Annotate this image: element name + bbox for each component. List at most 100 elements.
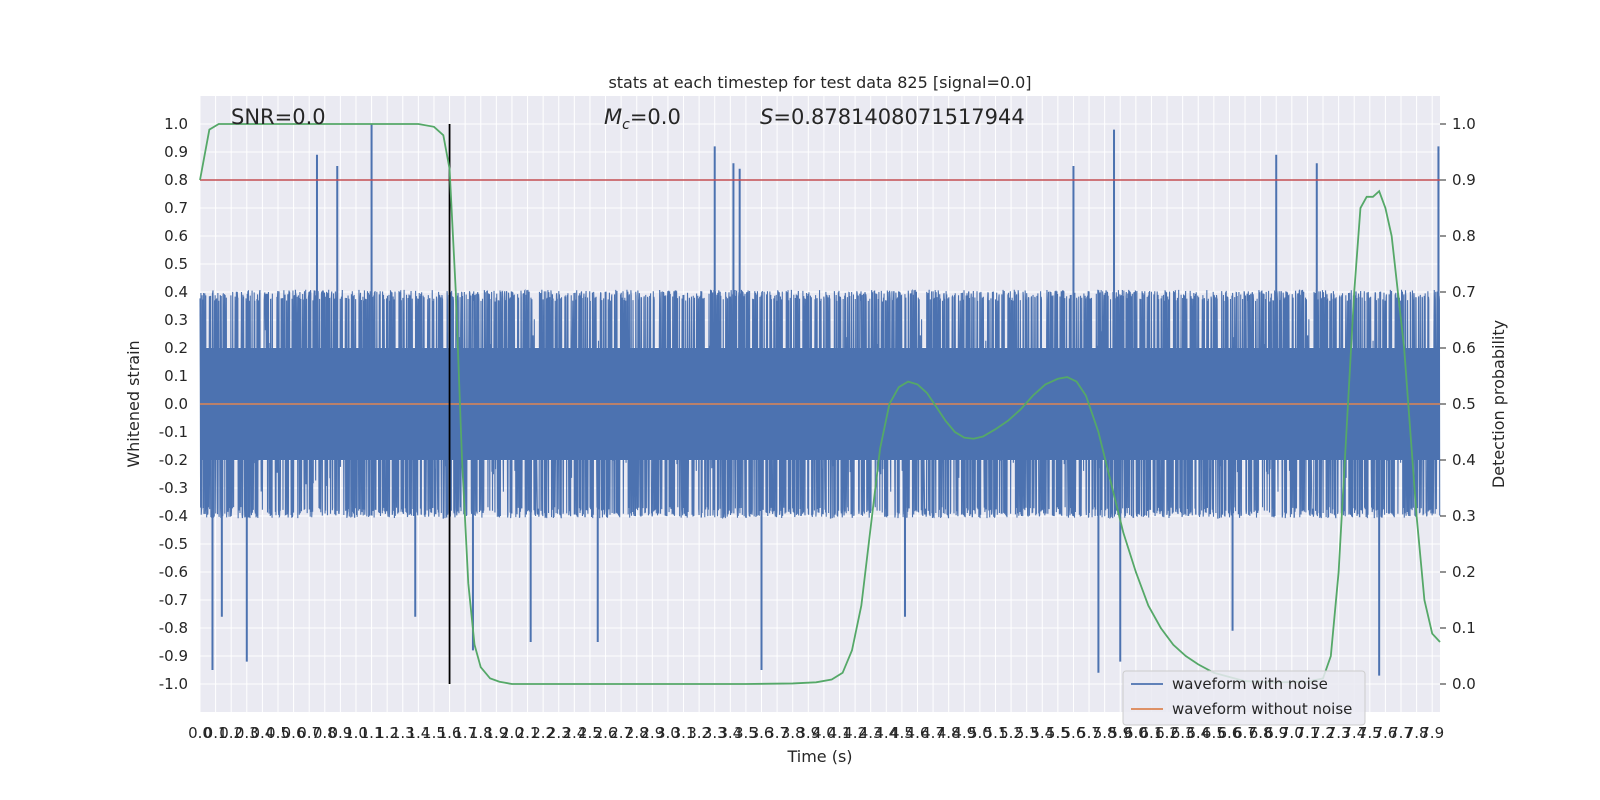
y-tick-label-right: 0.9 bbox=[1452, 171, 1476, 189]
x-tick-label: 6.8 bbox=[1249, 724, 1273, 742]
legend-label-waveform-without-noise: waveform without noise bbox=[1172, 700, 1352, 718]
y-tick-label-right: 0.3 bbox=[1452, 507, 1476, 525]
x-tick-label: 3.1 bbox=[672, 724, 696, 742]
x-tick-label: 4.3 bbox=[859, 724, 883, 742]
y-tick-label-left: 0.4 bbox=[164, 283, 188, 301]
chart-title: stats at each timestep for test data 825… bbox=[608, 73, 1031, 92]
y-tick-label-right: 0.5 bbox=[1452, 395, 1476, 413]
x-tick-label: 0.1 bbox=[204, 724, 228, 742]
y-tick-label-right: 0.7 bbox=[1452, 283, 1476, 301]
y-tick-label-right: 1.0 bbox=[1452, 115, 1476, 133]
x-tick-label: 5.3 bbox=[1015, 724, 1039, 742]
y-tick-label-left: 0.3 bbox=[164, 311, 188, 329]
y-tick-label-left: -0.6 bbox=[159, 563, 188, 581]
x-tick-label: 2.2 bbox=[531, 724, 555, 742]
x-tick-label: 0.4 bbox=[250, 724, 274, 742]
y-tick-label-left: -0.1 bbox=[159, 423, 188, 441]
x-tick-label: 4.5 bbox=[890, 724, 914, 742]
x-tick-label: 1.8 bbox=[469, 724, 493, 742]
chirp-mass-symbol: M bbox=[604, 105, 622, 129]
y-tick-label-right: 0.6 bbox=[1452, 339, 1476, 357]
x-tick-label: 5.7 bbox=[1077, 724, 1101, 742]
y-ticks-left: 1.0 0.9 0.8 0.7 0.6 0.5 0.4 0.3 0.2 0.1 0.0 -0.1 -0.… bbox=[159, 115, 188, 693]
x-tick-label: 4.9 bbox=[952, 724, 976, 742]
y-axis-label-right: Detection probability bbox=[1489, 320, 1508, 488]
y-tick-label-left: 1.0 bbox=[164, 115, 188, 133]
x-tick-label: 6.0 bbox=[1124, 724, 1148, 742]
y-tick-label-left: 0.2 bbox=[164, 339, 188, 357]
y-axis-label-left: Whitened strain bbox=[124, 340, 143, 467]
x-tick-label: 1.0 bbox=[344, 724, 368, 742]
y-tick-label-left: -0.9 bbox=[159, 647, 188, 665]
y-tick-label-left: -0.3 bbox=[159, 479, 188, 497]
y-tick-label-right: 0.8 bbox=[1452, 227, 1476, 245]
x-tick-label: 3.2 bbox=[687, 724, 711, 742]
x-tick-label: 0.9 bbox=[328, 724, 352, 742]
chirp-mass-subscript: c bbox=[622, 117, 630, 133]
x-tick-label: 5.8 bbox=[1093, 724, 1117, 742]
score-annotation: S=0.8781408071517944 bbox=[760, 105, 1025, 129]
x-tick-label: 1.3 bbox=[391, 724, 415, 742]
detection-probability-line bbox=[199, 123, 1441, 685]
x-tick-label: 0.2 bbox=[219, 724, 243, 742]
x-tick-label: 5.9 bbox=[1108, 724, 1132, 742]
y-tick-label-left: 0.9 bbox=[164, 143, 188, 161]
y-tick-label-left: 0.8 bbox=[164, 171, 188, 189]
y-tick-label-left: 0.7 bbox=[164, 199, 188, 217]
y-tick-label-left: -0.4 bbox=[159, 507, 188, 525]
y-tick-label-right: 0.2 bbox=[1452, 563, 1476, 581]
x-tick-label: 4.7 bbox=[921, 724, 945, 742]
x-tick-label: 5.0 bbox=[968, 724, 992, 742]
legend-label-waveform-with-noise: waveform with noise bbox=[1172, 675, 1328, 693]
y-tick-label-left: -0.7 bbox=[159, 591, 188, 609]
y-tick-label-left: 0.0 bbox=[164, 395, 188, 413]
x-tick-label: 6.3 bbox=[1171, 724, 1195, 742]
x-tick-label: 2.9 bbox=[640, 724, 664, 742]
x-tick-label: 7.8 bbox=[1405, 724, 1429, 742]
y-tick-label-left: -0.5 bbox=[159, 535, 188, 553]
x-tick-label: 2.5 bbox=[578, 724, 602, 742]
x-tick-label: 7.1 bbox=[1295, 724, 1319, 742]
y-tick-label-right: 0.1 bbox=[1452, 619, 1476, 637]
x-tick-label: 4.6 bbox=[906, 724, 930, 742]
x-tick-label: 3.9 bbox=[796, 724, 820, 742]
score-symbol: S bbox=[760, 105, 773, 129]
snr-annotation: SNR=0.0 bbox=[231, 105, 326, 129]
x-tick-label: 3.8 bbox=[781, 724, 805, 742]
x-tick-label: 7.5 bbox=[1358, 724, 1382, 742]
x-tick-label: 1.5 bbox=[422, 724, 446, 742]
y-tick-label-right: 0.4 bbox=[1452, 451, 1476, 469]
x-tick-label: 2.4 bbox=[562, 724, 586, 742]
x-tick-label: 7.0 bbox=[1280, 724, 1304, 742]
x-tick-label: 3.5 bbox=[734, 724, 758, 742]
x-tick-label: 7.3 bbox=[1327, 724, 1351, 742]
x-tick-label: 7.7 bbox=[1389, 724, 1413, 742]
y-ticks-right: 1.0 0.9 0.8 0.7 0.6 0.5 0.4 0.3 0.2 0.1 0.0 bbox=[1440, 115, 1476, 693]
x-tick-label: 0.5 bbox=[266, 724, 290, 742]
y-tick-label-left: -0.2 bbox=[159, 451, 188, 469]
x-tick-label: 6.5 bbox=[1202, 724, 1226, 742]
x-tick-label: 0.3 bbox=[235, 724, 259, 742]
x-tick-label: 0.8 bbox=[313, 724, 337, 742]
x-tick-label: 6.2 bbox=[1155, 724, 1179, 742]
x-tick-label: 3.7 bbox=[765, 724, 789, 742]
x-tick-label: 6.1 bbox=[1140, 724, 1164, 742]
x-tick-label: 6.7 bbox=[1233, 724, 1257, 742]
score-value: =0.8781408071517944 bbox=[773, 105, 1024, 129]
chirp-mass-value: =0.0 bbox=[630, 105, 681, 129]
x-tick-label: 7.2 bbox=[1311, 724, 1335, 742]
y-tick-label-left: 0.5 bbox=[164, 255, 188, 273]
x-tick-label: 1.9 bbox=[484, 724, 508, 742]
x-tick-label: 7.4 bbox=[1342, 724, 1366, 742]
x-tick-label: 3.4 bbox=[718, 724, 742, 742]
x-tick-label: 7.9 bbox=[1420, 724, 1444, 742]
x-ticks: 0.00.10.20.30.40.50.60.70.80.91.01.11.21… bbox=[188, 724, 1444, 742]
x-tick-label: 4.2 bbox=[843, 724, 867, 742]
x-tick-label: 1.6 bbox=[438, 724, 462, 742]
x-tick-label: 7.6 bbox=[1373, 724, 1397, 742]
x-tick-label: 0.0 bbox=[188, 724, 212, 742]
x-tick-label: 6.4 bbox=[1186, 724, 1210, 742]
x-tick-label: 1.2 bbox=[375, 724, 399, 742]
x-tick-label: 5.5 bbox=[1046, 724, 1070, 742]
